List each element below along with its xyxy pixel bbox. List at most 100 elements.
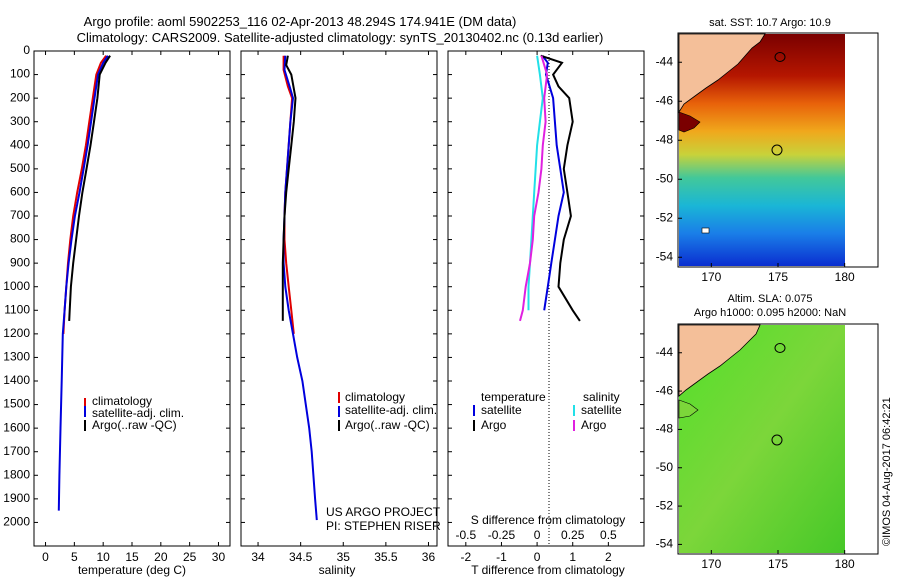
lat-tick-label: -48 (656, 132, 674, 146)
lon-tick-label: 175 (768, 270, 788, 284)
sst-float-position-marker (771, 144, 783, 156)
sst-coast-detail (678, 111, 701, 133)
legend-s-argo: Argo (581, 418, 607, 432)
lat-tick-label: -52 (656, 498, 674, 512)
figure-title-line1: Argo profile: aoml 5902253_116 02-Apr-20… (84, 14, 517, 29)
salinity-legend-argo: Argo(..raw -QC) (345, 418, 430, 432)
legend-title-temperature: temperature (481, 390, 546, 404)
y-tick-label: 2000 (3, 515, 30, 529)
difference-legend: temperature salinity satellite Argo sate… (473, 390, 622, 432)
difference-panel: -2 -1 0 1 2 -0.5 -0.25 0 0.25 0.5 temperature sal… (447, 50, 645, 577)
x-tick-label: 30 (212, 550, 226, 564)
series-line-satellite (541, 55, 565, 311)
x2-tick-label: 0.25 (561, 528, 585, 542)
sla-map-title: Altim. SLA: 0.075 (728, 293, 813, 305)
s-difference-label: S difference from climatology (471, 513, 626, 527)
salinity-xlabel: salinity (319, 563, 356, 577)
x-tick-label: 25 (183, 550, 197, 564)
x-tick-label: 35.5 (374, 550, 398, 564)
legend-title-salinity: salinity (583, 390, 620, 404)
x-tick-label: 34.5 (289, 550, 313, 564)
y-tick-label: 1300 (3, 350, 30, 364)
lat-tick-label: -54 (656, 249, 674, 263)
x-tick-label: 34 (251, 550, 265, 564)
lat-tick-label: -54 (656, 537, 674, 551)
t-difference-xlabel: T difference from climatology (471, 563, 625, 577)
lon-tick-label: 180 (835, 270, 855, 284)
temperature-legend: climatology satellite-adj. clim. Argo(..… (84, 394, 184, 432)
lat-tick-label: -50 (656, 171, 674, 185)
y-tick-label: 0 (23, 43, 30, 57)
sst-map: sat. SST: 10.7 Argo: 10.9 170 175 180 -44 -4… (656, 17, 879, 284)
temperature-legend-climatology: climatology (92, 394, 152, 408)
series-line-satellite (527, 55, 544, 311)
sst-island (774, 52, 786, 62)
y-tick-label: 1000 (3, 279, 30, 293)
lat-tick-label: -44 (656, 54, 674, 68)
sla-island (774, 343, 786, 353)
y-tick-label: 500 (10, 161, 30, 175)
sst-land-mass (678, 33, 766, 114)
x-tick-label: 0 (534, 550, 541, 564)
lon-tick-label: 175 (768, 557, 788, 571)
x2-tick-label: -0.25 (488, 528, 516, 542)
lat-tick-label: -44 (656, 345, 674, 359)
series-line-satellite-adj-clim- (282, 55, 318, 521)
lon-tick-label: 180 (835, 557, 855, 571)
lat-tick-label: -46 (656, 93, 674, 107)
salinity-legend: climatology satellite-adj. clim. Argo(..… (338, 390, 437, 432)
x-tick-label: -2 (460, 550, 471, 564)
x-tick-label: 20 (154, 550, 168, 564)
x-tick-label: 2 (605, 550, 612, 564)
x-tick-label: -1 (496, 550, 507, 564)
x-tick-label: 0 (42, 550, 49, 564)
x-tick-label: 5 (71, 550, 78, 564)
series-line-argo-raw-qc- (281, 55, 297, 321)
sla-map: Altim. SLA: 0.075 Argo h1000: 0.095 h200… (656, 293, 879, 571)
series-line-argo (519, 55, 549, 322)
sla-coast-detail (678, 399, 699, 419)
lat-tick-label: -48 (656, 422, 674, 436)
y-tick-label: 1900 (3, 491, 30, 505)
sla-land-mass (678, 324, 761, 397)
x2-tick-label: 0.5 (600, 528, 617, 542)
salinity-legend-satellite: satellite-adj. clim. (345, 403, 437, 417)
y-tick-label: 200 (10, 90, 30, 104)
sla-float-position-marker (771, 434, 783, 446)
temperature-panel: 0100200300400500600700800900100011001200… (3, 43, 231, 577)
lat-tick-label: -46 (656, 383, 674, 397)
lat-tick-label: -52 (656, 210, 674, 224)
x-tick-label: 15 (125, 550, 139, 564)
salinity-plot-frame (240, 50, 438, 547)
sla-map-subtitle: Argo h1000: 0.095 h2000: NaN (694, 307, 846, 319)
salinity-panel: 34 34.5 35 35.5 36 climatology satellite-adj… (240, 50, 441, 577)
series-line-satellite-adj-clim- (57, 55, 109, 511)
y-tick-label: 300 (10, 114, 30, 128)
x-tick-label: 10 (96, 550, 110, 564)
temperature-plot-frame (33, 50, 231, 547)
y-tick-label: 700 (10, 208, 30, 222)
pi-annotation: PI: STEPHEN RISER (326, 519, 441, 533)
sst-small-island (701, 227, 710, 234)
y-tick-label: 600 (10, 185, 30, 199)
y-tick-label: 900 (10, 255, 30, 269)
y-tick-label: 1800 (3, 467, 30, 481)
lat-tick-label: -50 (656, 460, 674, 474)
temperature-xlabel: temperature (deg C) (78, 563, 186, 577)
x-tick-label: 1 (569, 550, 576, 564)
project-annotation: US ARGO PROJECT (326, 505, 441, 519)
legend-t-satellite: satellite (481, 403, 522, 417)
y-tick-label: 1400 (3, 373, 30, 387)
y-tick-label: 800 (10, 232, 30, 246)
y-tick-label: 1100 (4, 302, 30, 316)
y-tick-label: 1600 (3, 420, 30, 434)
salinity-legend-climatology: climatology (345, 390, 405, 404)
y-tick-label: 100 (10, 67, 30, 81)
x2-tick-label: 0 (534, 528, 541, 542)
y-tick-label: 1200 (3, 326, 30, 340)
y-tick-label: 400 (10, 137, 30, 151)
imos-credit: ©IMOS 04-Aug-2017 06:42:21 (881, 397, 893, 546)
x-tick-label: 35 (337, 550, 351, 564)
temperature-legend-argo: Argo(..raw -QC) (92, 418, 177, 432)
